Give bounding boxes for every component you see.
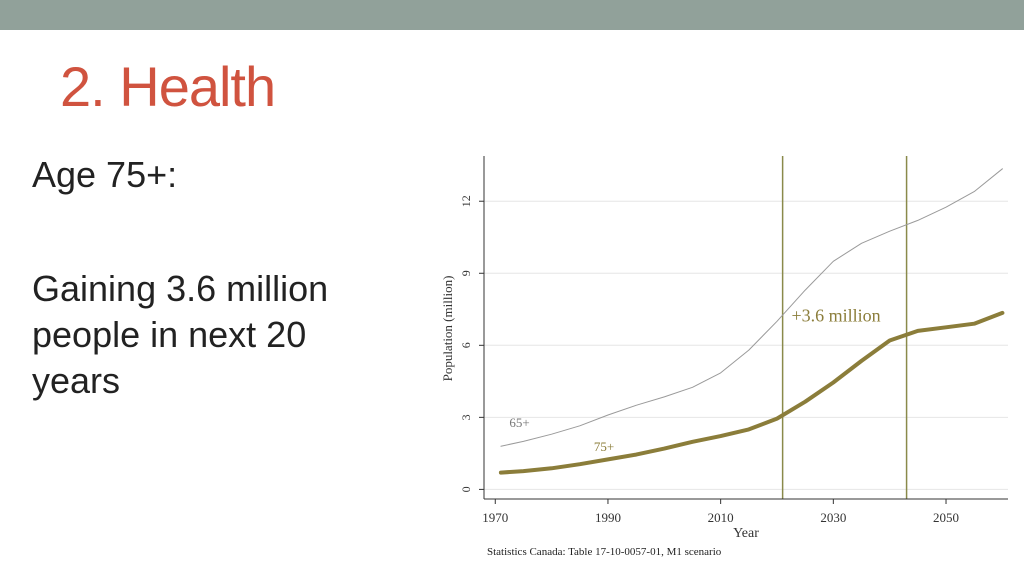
axes: 0 3 6 9 12 1970 1990 2010 2030 2050 [459, 156, 1008, 525]
x-tick-label: 2050 [933, 510, 959, 525]
y-tick-label: 9 [459, 270, 473, 276]
y-axis-title: Population (million) [440, 276, 455, 382]
series-line-65plus [500, 168, 1003, 447]
y-tick-label: 12 [459, 195, 473, 207]
vertical-markers [781, 156, 908, 499]
chart-labels: 65+ 75+ [509, 415, 614, 454]
x-tick-label: 2030 [820, 510, 846, 525]
series-label-65plus: 65+ [509, 415, 529, 430]
y-tick-label: 0 [459, 486, 473, 492]
y-tick-label: 3 [459, 414, 473, 420]
series-line-75plus [498, 310, 1005, 475]
series-label-75plus: 75+ [594, 439, 614, 454]
age-subhead: Age 75+: [32, 154, 178, 195]
top-bar [0, 0, 1024, 30]
x-tick-label: 1970 [482, 510, 508, 525]
grid [484, 200, 1008, 490]
population-chart: 0 3 6 9 12 1970 1990 2010 2030 2050 65+ 75+ Year P… [440, 156, 1008, 558]
x-tick-label: 2010 [708, 510, 734, 525]
x-axis-title: Year [733, 526, 759, 541]
x-tick-label: 1990 [595, 510, 621, 525]
gain-description: Gaining 3.6 million people in next 20 ye… [32, 268, 329, 401]
gain-annotation: +3.6 million [791, 305, 880, 325]
series [498, 168, 1005, 475]
y-tick-label: 6 [459, 342, 473, 348]
slide-title: 2. Health [60, 55, 276, 118]
source-note: Statistics Canada: Table 17-10-0057-01, … [487, 546, 722, 558]
